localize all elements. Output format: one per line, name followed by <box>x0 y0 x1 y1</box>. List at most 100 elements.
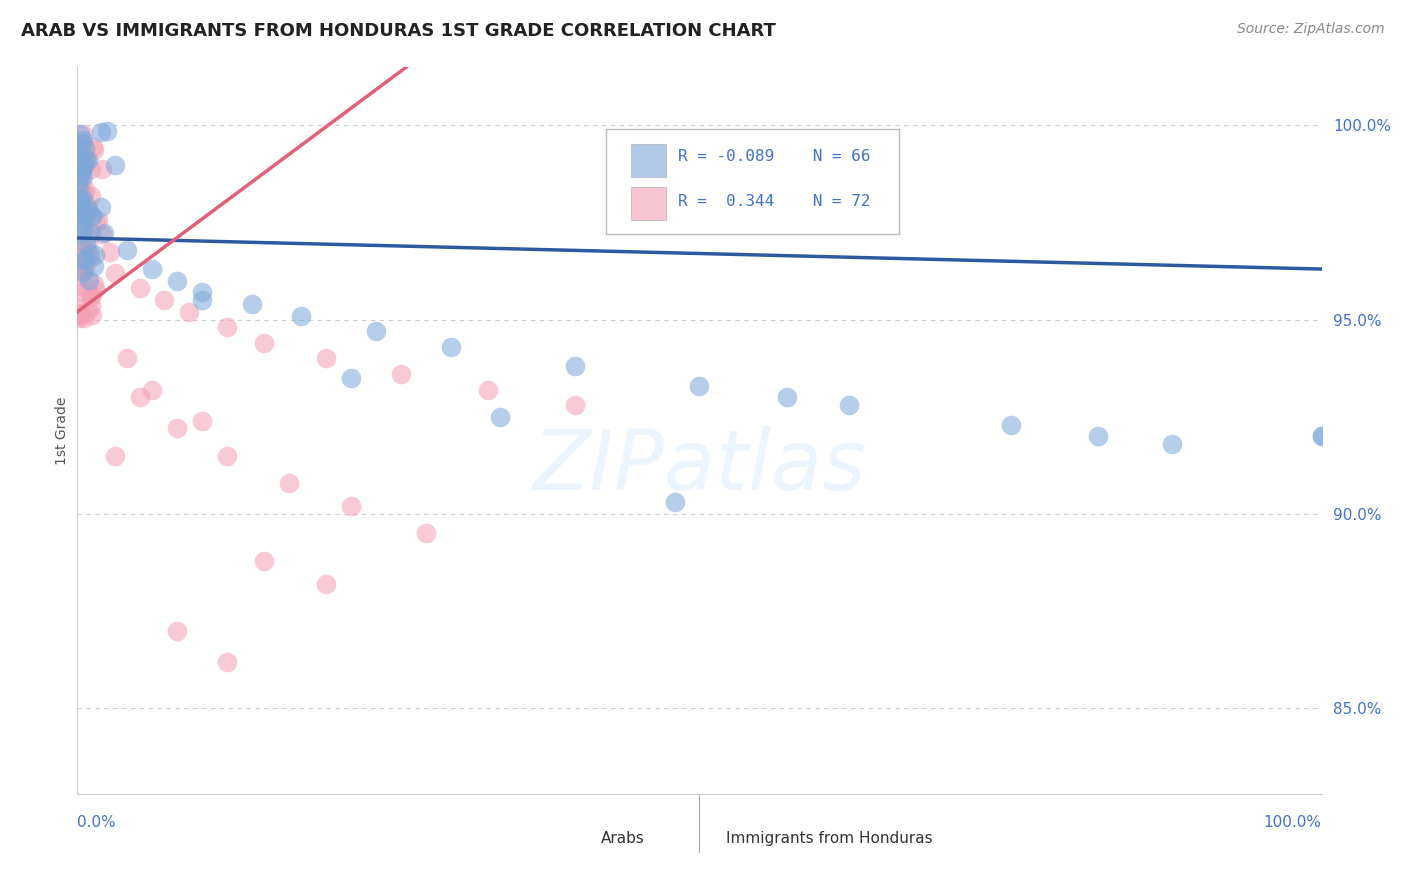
Point <box>72 158 94 172</box>
Point <box>83 277 105 291</box>
Point <box>166 274 188 288</box>
Point <box>70 163 93 178</box>
Point <box>477 383 499 397</box>
Point <box>67 202 90 217</box>
Point <box>75 158 97 172</box>
Point <box>564 398 586 412</box>
Point <box>1161 437 1184 451</box>
Point <box>69 198 91 212</box>
Text: R = -0.089    N = 66: R = -0.089 N = 66 <box>678 149 870 164</box>
Point <box>79 290 101 304</box>
Point <box>73 261 96 276</box>
FancyBboxPatch shape <box>606 128 898 234</box>
Point <box>84 248 107 262</box>
Point <box>82 139 104 153</box>
Point <box>70 227 93 241</box>
Text: Immigrants from Honduras: Immigrants from Honduras <box>725 830 932 846</box>
Y-axis label: 1st Grade: 1st Grade <box>55 396 69 465</box>
Point <box>67 192 90 206</box>
Point <box>80 226 103 240</box>
Point <box>83 260 105 274</box>
Point <box>191 414 214 428</box>
Point <box>69 306 91 320</box>
Point <box>90 200 112 214</box>
Point <box>1000 417 1022 432</box>
Point <box>72 128 94 142</box>
Point <box>79 245 101 260</box>
Text: R =  0.344    N = 72: R = 0.344 N = 72 <box>678 194 870 209</box>
Point <box>83 143 105 157</box>
Point <box>72 260 94 274</box>
Point <box>77 233 100 247</box>
Point <box>80 308 103 322</box>
Point <box>90 161 112 176</box>
Point <box>73 208 96 222</box>
Point <box>72 133 94 147</box>
Point <box>84 282 107 296</box>
Point <box>72 175 94 189</box>
Point <box>838 398 860 412</box>
Point <box>77 153 100 167</box>
Point <box>191 293 214 307</box>
Point <box>253 554 276 568</box>
Text: 0.0%: 0.0% <box>77 814 117 830</box>
Point <box>76 245 98 260</box>
Bar <box>693 828 718 848</box>
Point <box>315 577 337 591</box>
Point <box>215 655 238 669</box>
Point <box>364 324 387 338</box>
Point <box>73 187 96 202</box>
Point <box>73 253 96 268</box>
Point <box>415 526 437 541</box>
Point <box>73 209 96 223</box>
Point <box>69 235 91 249</box>
Point <box>69 127 91 141</box>
Point <box>277 475 299 490</box>
Point <box>75 142 97 156</box>
Bar <box>569 828 593 848</box>
Point <box>69 193 91 207</box>
Point <box>77 283 100 297</box>
Point <box>82 210 104 224</box>
Point <box>115 243 138 257</box>
Bar <box>631 145 666 177</box>
Point <box>77 202 100 216</box>
Point <box>104 266 127 280</box>
Point <box>564 359 586 374</box>
Point <box>96 123 118 137</box>
Point <box>73 223 96 237</box>
Point <box>69 168 91 182</box>
Point <box>70 215 93 229</box>
Point <box>128 281 150 295</box>
Point <box>67 161 90 176</box>
Point <box>67 143 90 157</box>
Point <box>87 212 110 227</box>
Point <box>73 252 96 267</box>
Point <box>70 220 93 235</box>
Text: ARAB VS IMMIGRANTS FROM HONDURAS 1ST GRADE CORRELATION CHART: ARAB VS IMMIGRANTS FROM HONDURAS 1ST GRA… <box>21 22 776 40</box>
Point <box>80 299 103 313</box>
Point <box>98 245 121 260</box>
Text: 100.0%: 100.0% <box>1264 814 1322 830</box>
Point <box>141 383 163 397</box>
Point <box>93 226 115 240</box>
Point <box>82 287 104 301</box>
Point <box>67 311 90 326</box>
Point <box>340 499 363 513</box>
Point <box>70 202 93 216</box>
Point <box>67 253 90 268</box>
Point <box>104 449 127 463</box>
Point <box>91 227 114 241</box>
Point <box>489 409 512 424</box>
Point <box>141 262 163 277</box>
Point <box>80 188 103 202</box>
Point <box>166 624 188 638</box>
Point <box>215 320 238 334</box>
Text: ZIPatlas: ZIPatlas <box>533 426 866 508</box>
Point <box>84 215 107 229</box>
Point <box>128 390 150 404</box>
Point <box>166 421 188 435</box>
Point <box>290 309 312 323</box>
Point <box>1310 429 1333 443</box>
Point <box>90 125 112 139</box>
